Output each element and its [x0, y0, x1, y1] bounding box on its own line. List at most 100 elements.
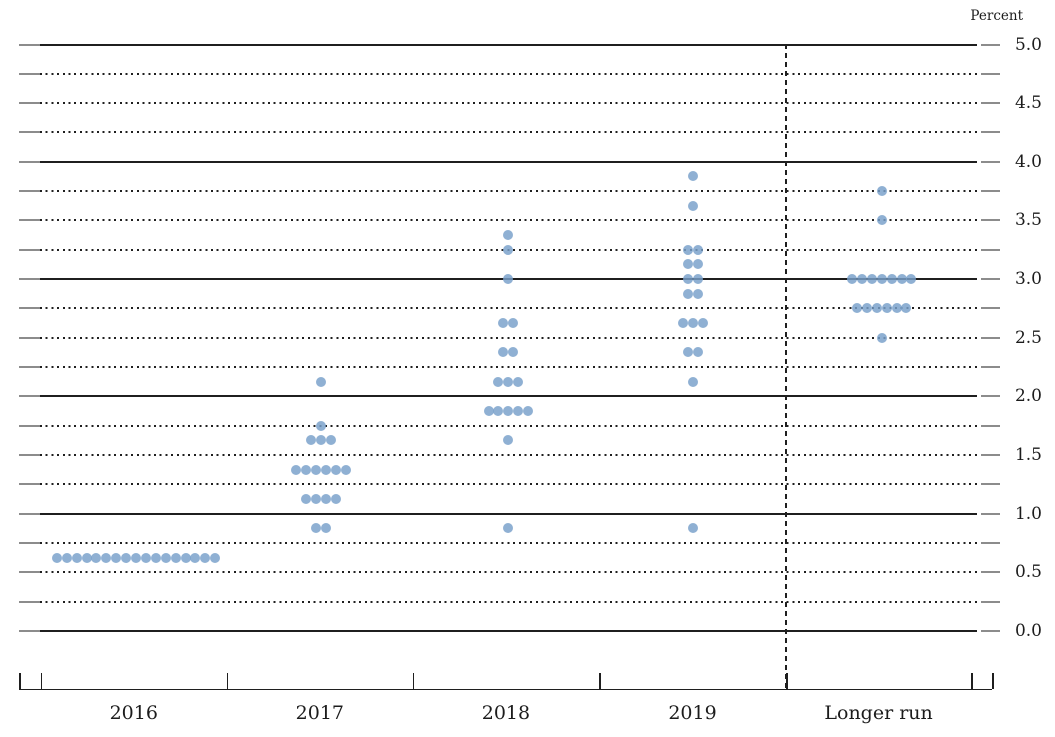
- gridline-right-cap: [981, 424, 1000, 427]
- projection-dot: [301, 464, 312, 475]
- y-tick-label: 1.0: [1014, 503, 1042, 524]
- gridline-left-cap: [19, 336, 40, 339]
- gridline-solid: [40, 43, 977, 46]
- y-tick-label: 5.0: [1014, 34, 1042, 55]
- x-axis-tick: [19, 672, 21, 689]
- x-axis-tick: [412, 672, 415, 689]
- gridline-left-cap: [19, 160, 40, 163]
- projection-dot: [311, 523, 322, 534]
- projection-dot: [498, 347, 509, 358]
- y-tick-label: 3.5: [1014, 210, 1042, 231]
- gridline-left-cap: [19, 600, 40, 603]
- gridline-left-cap: [19, 512, 40, 515]
- y-tick-label: 4.5: [1014, 93, 1042, 114]
- gridline-left-cap: [19, 219, 40, 222]
- projection-dot: [688, 376, 699, 387]
- gridline-left-cap: [19, 542, 40, 545]
- projection-dot: [498, 318, 509, 329]
- dashed-separator-line: [785, 43, 787, 689]
- projection-dot: [316, 435, 326, 446]
- gridline-right-cap: [981, 336, 1000, 339]
- projection-dot: [698, 318, 709, 329]
- x-axis-category-label: 2019: [668, 702, 717, 724]
- projection-dot: [71, 552, 82, 563]
- projection-dot: [306, 435, 317, 446]
- x-axis-category-label: 2017: [295, 702, 345, 724]
- projection-dot: [503, 244, 514, 255]
- gridline-right-cap: [981, 395, 1000, 398]
- gridline-left-cap: [19, 424, 40, 427]
- gridline-dotted: [40, 366, 977, 369]
- gridline-left-cap: [19, 248, 40, 251]
- gridline-left-cap: [19, 571, 40, 574]
- projection-dot: [503, 230, 514, 241]
- gridline-left-cap: [19, 72, 40, 75]
- projection-dot: [693, 244, 704, 255]
- projection-dot: [320, 494, 331, 505]
- projection-dot: [330, 494, 341, 505]
- projection-dot: [683, 288, 694, 299]
- x-axis-category-label: 2018: [481, 702, 531, 724]
- projection-dot: [876, 332, 887, 343]
- gridline-dotted: [40, 72, 977, 75]
- gridline-right-cap: [981, 307, 1000, 310]
- projection-dot: [320, 523, 331, 534]
- gridline-solid: [40, 160, 977, 163]
- gridline-left-cap: [19, 307, 40, 310]
- gridline-right-cap: [981, 512, 1000, 515]
- projection-dot: [200, 552, 211, 563]
- projection-dot: [693, 347, 704, 358]
- projection-dot: [503, 274, 514, 285]
- gridline-right-cap: [981, 454, 1000, 457]
- y-tick-label: 4.0: [1014, 151, 1042, 172]
- projection-dot: [51, 552, 62, 563]
- projection-dot: [683, 244, 694, 255]
- gridline-right-cap: [981, 248, 1000, 251]
- gridline-left-cap: [19, 131, 40, 134]
- projection-dot: [61, 552, 72, 563]
- y-tick-label: 0.5: [1014, 562, 1042, 583]
- gridline-right-cap: [981, 278, 1000, 281]
- projection-dot: [901, 303, 912, 314]
- x-axis-tick: [599, 672, 601, 689]
- gridline-right-cap: [981, 102, 1000, 105]
- gridline-right-cap: [981, 131, 1000, 134]
- projection-dot: [693, 259, 704, 270]
- y-tick-label: 2.5: [1014, 327, 1042, 348]
- projection-dot: [180, 552, 191, 563]
- projection-dot: [316, 420, 326, 431]
- gridline-left-cap: [19, 43, 40, 46]
- projection-dot: [320, 464, 331, 475]
- gridline-dotted: [40, 102, 977, 105]
- projection-dot: [508, 347, 519, 358]
- projection-dot: [896, 274, 907, 285]
- x-axis-tick: [40, 672, 43, 689]
- gridline-right-cap: [981, 72, 1000, 75]
- x-axis-tick: [992, 672, 994, 689]
- projection-dot: [503, 435, 514, 446]
- projection-dot: [851, 303, 862, 314]
- projection-dot: [693, 274, 704, 285]
- projection-dot: [688, 523, 699, 534]
- projection-dot: [301, 494, 312, 505]
- y-axis-unit-label: Percent: [970, 8, 1023, 24]
- projection-dot: [871, 303, 882, 314]
- x-axis-tick: [786, 672, 788, 689]
- projection-dot: [325, 435, 336, 446]
- gridline-right-cap: [981, 160, 1000, 163]
- projection-dot: [131, 552, 141, 563]
- projection-dot: [316, 376, 326, 387]
- x-axis-category-label: Longer run: [824, 702, 933, 724]
- gridline-left-cap: [19, 102, 40, 105]
- projection-dot: [81, 552, 92, 563]
- projection-dot: [683, 259, 694, 270]
- y-tick-label: 1.5: [1014, 445, 1042, 466]
- projection-dot: [340, 464, 351, 475]
- gridline-right-cap: [981, 190, 1000, 193]
- projection-dot: [906, 274, 917, 285]
- gridline-right-cap: [981, 630, 1000, 633]
- gridline-left-cap: [19, 483, 40, 486]
- projection-dot: [688, 200, 699, 211]
- projection-dot: [693, 288, 704, 299]
- x-axis: [19, 688, 992, 690]
